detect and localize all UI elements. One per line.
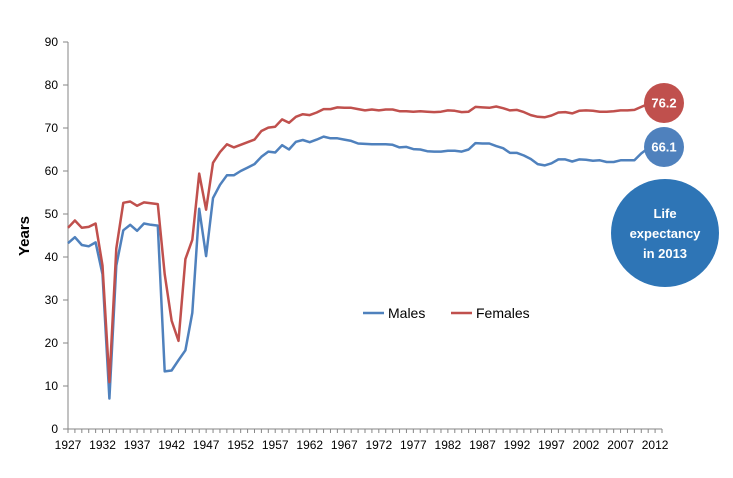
males-2013-bubble — [644, 127, 684, 167]
legend-label-females: Females — [476, 305, 530, 321]
series-lines — [67, 100, 663, 400]
x-tick-label: 2007 — [607, 438, 634, 452]
y-tick-label: 10 — [45, 379, 59, 393]
x-tick-label: 1927 — [55, 438, 82, 452]
x-tick-label: 1972 — [365, 438, 392, 452]
life-expectancy-callout — [611, 179, 719, 287]
series-line-females — [67, 100, 663, 384]
x-tick-label: 1937 — [124, 438, 151, 452]
x-tick-label: 1942 — [158, 438, 185, 452]
females-2013-bubble — [644, 83, 684, 123]
y-tick-label: 30 — [45, 293, 59, 307]
y-ticks: 0 10 20 30 40 50 60 70 80 90 — [45, 35, 68, 436]
females-2013-label: 76.2 — [651, 96, 676, 111]
males-2013-label: 66.1 — [651, 140, 676, 155]
y-tick-label: 40 — [45, 250, 59, 264]
x-tick-label: 1947 — [193, 438, 220, 452]
x-tick-label: 1992 — [504, 438, 531, 452]
legend-label-males: Males — [388, 305, 425, 321]
x-tick-label: 1967 — [331, 438, 358, 452]
value-bubbles: 76.2 66.1 Life expectancy in 2013 — [611, 83, 719, 287]
y-tick-label: 60 — [45, 164, 59, 178]
y-tick-label: 70 — [45, 121, 59, 135]
y-tick-label: 90 — [45, 35, 59, 49]
x-tick-label: 1957 — [262, 438, 289, 452]
series-line-males — [67, 135, 663, 400]
x-tick-label: 1982 — [435, 438, 462, 452]
x-ticks: 1927 1932 1937 1942 1947 1952 1957 1962 1967 1972… — [55, 429, 669, 452]
x-tick-label: 2002 — [573, 438, 600, 452]
x-tick-label: 1932 — [89, 438, 116, 452]
x-tick-label: 1952 — [227, 438, 254, 452]
x-tick-label: 1962 — [296, 438, 323, 452]
callout-line-2: expectancy — [630, 226, 702, 241]
y-axis-label: Years — [16, 216, 33, 256]
callout-line-1: Life — [653, 206, 676, 221]
x-tick-label: 2012 — [642, 438, 669, 452]
callout-line-3: in 2013 — [643, 246, 687, 261]
y-tick-label: 80 — [45, 78, 59, 92]
legend: Males Females — [363, 305, 530, 321]
x-tick-label: 1997 — [538, 438, 565, 452]
y-tick-label: 0 — [51, 422, 58, 436]
y-tick-label: 20 — [45, 336, 59, 350]
x-tick-label: 1977 — [400, 438, 427, 452]
y-tick-label: 50 — [45, 207, 59, 221]
x-tick-label: 1987 — [469, 438, 496, 452]
